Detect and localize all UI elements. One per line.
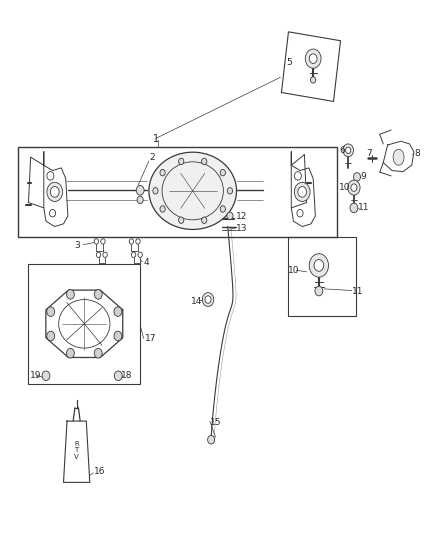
Text: 8: 8 (414, 149, 420, 158)
Circle shape (137, 196, 143, 204)
Text: 15: 15 (210, 418, 222, 426)
Text: 18: 18 (121, 372, 133, 380)
Circle shape (94, 239, 99, 244)
Circle shape (114, 371, 122, 381)
Circle shape (202, 293, 214, 306)
Circle shape (309, 254, 328, 277)
Bar (18, 147, 337, 237)
Circle shape (220, 169, 226, 176)
Text: 2: 2 (150, 153, 155, 161)
Text: 19: 19 (30, 372, 41, 380)
Text: 10: 10 (288, 266, 300, 274)
Circle shape (350, 203, 358, 213)
Circle shape (114, 307, 122, 317)
Text: 12: 12 (236, 213, 247, 221)
Circle shape (153, 188, 158, 194)
Ellipse shape (149, 152, 237, 229)
Text: R
T
V: R T V (74, 441, 79, 460)
Circle shape (311, 77, 316, 83)
Circle shape (160, 169, 165, 176)
Text: 11: 11 (358, 204, 370, 212)
Circle shape (47, 331, 55, 341)
Circle shape (136, 239, 140, 244)
Circle shape (47, 172, 54, 180)
Circle shape (353, 173, 360, 181)
Circle shape (101, 239, 105, 244)
Circle shape (49, 209, 56, 217)
Bar (288, 237, 356, 316)
Circle shape (314, 260, 324, 271)
Circle shape (348, 180, 360, 195)
Circle shape (179, 158, 184, 165)
Circle shape (220, 206, 226, 212)
Text: 10: 10 (339, 183, 351, 192)
Circle shape (67, 289, 74, 299)
Circle shape (67, 349, 74, 358)
Circle shape (309, 54, 317, 63)
Text: 9: 9 (360, 173, 366, 181)
Circle shape (42, 371, 50, 381)
Text: 17: 17 (145, 334, 156, 343)
Text: 13: 13 (236, 224, 247, 232)
Circle shape (50, 187, 59, 197)
Text: 4: 4 (143, 259, 149, 267)
Circle shape (346, 147, 351, 154)
Text: 5: 5 (286, 59, 292, 67)
Circle shape (96, 252, 101, 257)
Circle shape (343, 144, 353, 157)
Circle shape (103, 252, 107, 257)
Circle shape (227, 188, 233, 194)
Circle shape (294, 172, 301, 180)
Circle shape (208, 435, 215, 444)
Circle shape (201, 217, 207, 223)
Bar (28, 264, 140, 384)
Circle shape (160, 206, 165, 212)
Circle shape (114, 331, 122, 341)
Text: 14: 14 (191, 297, 202, 305)
Circle shape (179, 217, 184, 223)
Text: 7: 7 (366, 149, 371, 158)
Text: 11: 11 (352, 287, 363, 296)
Circle shape (294, 182, 310, 201)
Circle shape (131, 252, 136, 257)
Circle shape (315, 286, 323, 296)
Text: 6: 6 (339, 146, 345, 155)
Circle shape (136, 185, 144, 195)
Circle shape (47, 307, 55, 317)
Text: 16: 16 (94, 467, 106, 476)
Ellipse shape (393, 149, 404, 165)
Circle shape (305, 49, 321, 68)
Circle shape (129, 239, 134, 244)
Circle shape (47, 182, 63, 201)
Text: 1: 1 (153, 134, 159, 143)
Circle shape (201, 158, 207, 165)
Circle shape (351, 184, 357, 191)
Circle shape (227, 212, 233, 220)
Circle shape (94, 289, 102, 299)
Circle shape (205, 296, 211, 303)
Circle shape (298, 187, 307, 197)
Circle shape (94, 349, 102, 358)
Circle shape (297, 209, 303, 217)
Circle shape (138, 252, 142, 257)
Text: 3: 3 (74, 241, 80, 250)
